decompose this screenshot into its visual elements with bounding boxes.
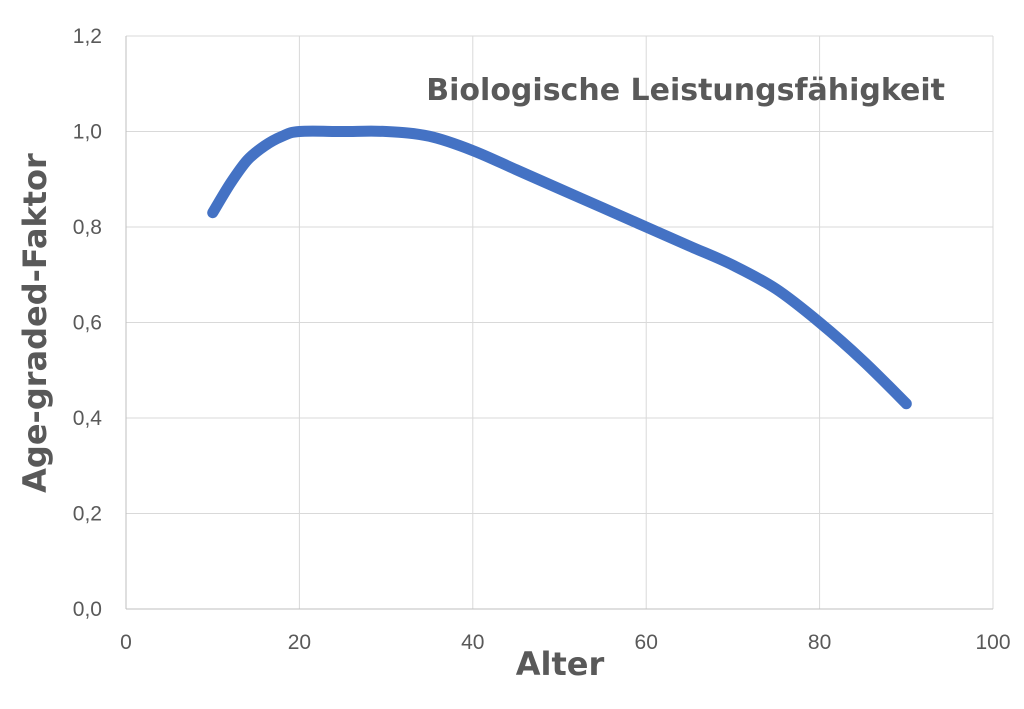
axes [125, 36, 993, 610]
x-tick-label: 80 [808, 631, 831, 654]
chart-title: Biologische Leistungsfähigkeit [426, 73, 945, 108]
y-tick-label: 0,6 [73, 312, 102, 335]
x-tick-label: 100 [975, 631, 1010, 654]
x-axis-title: Alter [516, 645, 605, 683]
series [207, 125, 912, 410]
y-tick-label: 0,4 [73, 407, 103, 430]
x-tick-label: 0 [120, 631, 132, 654]
y-tick-label: 0,2 [73, 503, 102, 526]
y-tick-label: 0,8 [73, 216, 102, 239]
y-axis-title: Age-graded-Faktor [16, 153, 54, 493]
grid [126, 35, 994, 609]
x-tick-label: 60 [635, 631, 658, 654]
y-tick-label: 0,0 [73, 598, 102, 621]
y-tick-label: 1,2 [73, 25, 102, 48]
series-line [207, 125, 912, 410]
tick-labels: 0,0 0,2 0,4 0,6 0,8 1,0 1,2 0 20 40 60 80 100 [73, 25, 1011, 654]
x-tick-label: 20 [288, 631, 311, 654]
x-tick-label: 40 [461, 631, 484, 654]
y-tick-label: 1,0 [73, 121, 102, 144]
